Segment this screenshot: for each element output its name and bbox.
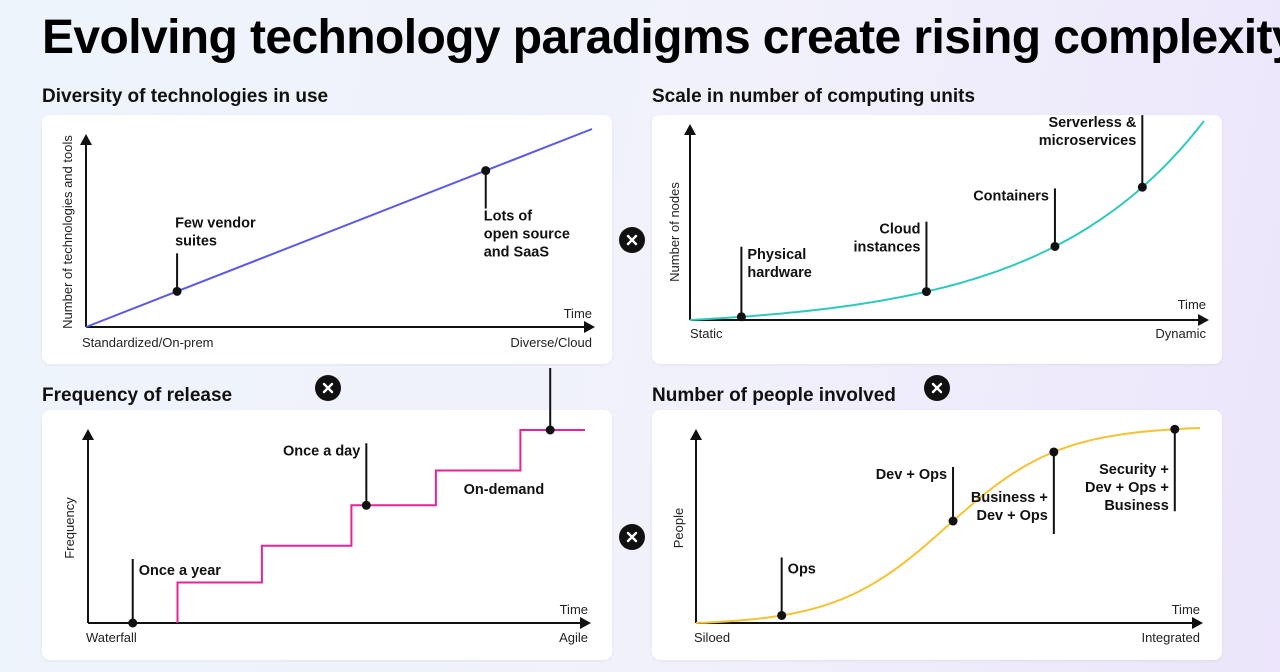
annotation-point: [172, 286, 182, 296]
diversity-chart-xlabel: Time: [564, 306, 592, 321]
scale-chart-title: Scale in number of computing units: [652, 86, 976, 107]
frequency-chart: Frequency Time Waterfall Agile Once a ye…: [62, 368, 591, 645]
times-icon: [619, 524, 645, 550]
annotation-label: Cloud instances: [854, 222, 921, 256]
annotation-label: Containers: [973, 188, 1049, 204]
frequency-chart-ylabel: Frequency: [62, 497, 77, 559]
annotation-point: [777, 610, 787, 620]
diversity-chart-plot: Few vendor suites Lots of open source and Sa…: [85, 128, 593, 328]
annotation-point: [1137, 182, 1147, 192]
annotation-label: Ops: [788, 561, 816, 577]
annotation-label: Serverless & microservices: [1039, 115, 1137, 149]
times-icon: [619, 227, 645, 253]
people-chart-xlabel: Time: [1172, 602, 1200, 617]
scale-chart-card: Number of nodes Time Static Dynamic Phys…: [652, 115, 1222, 364]
frequency-chart-x-start-label: Waterfall: [86, 630, 137, 645]
annotation-point: [921, 287, 931, 297]
annotation-label: Business + Dev + Ops: [971, 490, 1048, 524]
annotation-point: [1049, 447, 1059, 457]
people-chart-ylabel: People: [671, 508, 686, 548]
scale-chart-x-end-label: Dynamic: [1155, 326, 1206, 341]
annotation-point: [1170, 424, 1180, 434]
annotation-label: Few vendor suites: [175, 215, 256, 249]
frequency-series-line: [176, 429, 585, 623]
frequency-chart-card: Frequency Time Waterfall Agile Once a ye…: [42, 368, 612, 660]
people-chart-x-end-label: Integrated: [1141, 630, 1200, 645]
annotation-point: [481, 166, 491, 176]
scale-chart-ylabel: Number of nodes: [667, 182, 682, 282]
annotation-label: Once a year: [139, 563, 222, 579]
diversity-chart-title: Diversity of technologies in use: [42, 86, 329, 107]
scale-series-line: [689, 120, 1205, 321]
people-chart: People Time Siloed Integrated Ops Dev + O…: [671, 424, 1203, 645]
annotation-point: [545, 425, 555, 435]
diversity-chart-x-end-label: Diverse/Cloud: [510, 335, 592, 350]
annotation-point: [948, 516, 958, 526]
scale-chart-plot: Physical hardware Cloud instances Containers…: [689, 115, 1205, 322]
people-chart-axes: [690, 429, 1203, 629]
scale-chart-xlabel: Time: [1178, 297, 1206, 312]
people-chart-title: Number of people involved: [652, 385, 896, 406]
times-icon: [315, 375, 341, 401]
scale-chart: Number of nodes Time Static Dynamic Phys…: [667, 115, 1209, 341]
annotation-label: Physical hardware: [747, 247, 811, 281]
diversity-chart-card: Number of technologies and tools Time St…: [42, 115, 612, 364]
diversity-series-line: [85, 128, 593, 328]
annotation-label: Once a day: [283, 443, 360, 459]
diversity-chart-ylabel: Number of technologies and tools: [60, 135, 75, 329]
page-title: Evolving technology paradigms create ris…: [42, 11, 1280, 64]
annotation-label: Security + Dev + Ops + Business: [1085, 462, 1169, 514]
diversity-chart-x-start-label: Standardized/On-prem: [82, 335, 214, 350]
frequency-chart-plot: Once a year Once a day On-demand: [128, 368, 585, 628]
frequency-chart-title: Frequency of release: [42, 385, 233, 406]
scale-chart-axes: [684, 124, 1209, 326]
frequency-chart-axes: [82, 429, 591, 629]
annotation-label: Dev + Ops: [876, 467, 947, 483]
diversity-chart: Number of technologies and tools Time St…: [60, 128, 595, 350]
people-chart-card: People Time Siloed Integrated Ops Dev + O…: [652, 410, 1222, 660]
diversity-chart-axes: [80, 134, 595, 333]
people-chart-x-start-label: Siloed: [694, 630, 730, 645]
times-icon: [924, 375, 950, 401]
frequency-chart-x-end-label: Agile: [559, 630, 588, 645]
annotation-label: On-demand: [464, 482, 545, 498]
annotation-point: [736, 312, 746, 322]
annotation-point: [128, 618, 138, 628]
people-series-line: [695, 427, 1201, 624]
annotation-point: [361, 500, 371, 510]
people-chart-plot: Ops Dev + Ops Business + Dev + Ops Security …: [695, 424, 1201, 624]
annotation-point: [1050, 241, 1060, 251]
frequency-chart-xlabel: Time: [560, 602, 588, 617]
scale-chart-x-start-label: Static: [690, 326, 723, 341]
annotation-label: Lots of open source and SaaS: [484, 209, 570, 261]
